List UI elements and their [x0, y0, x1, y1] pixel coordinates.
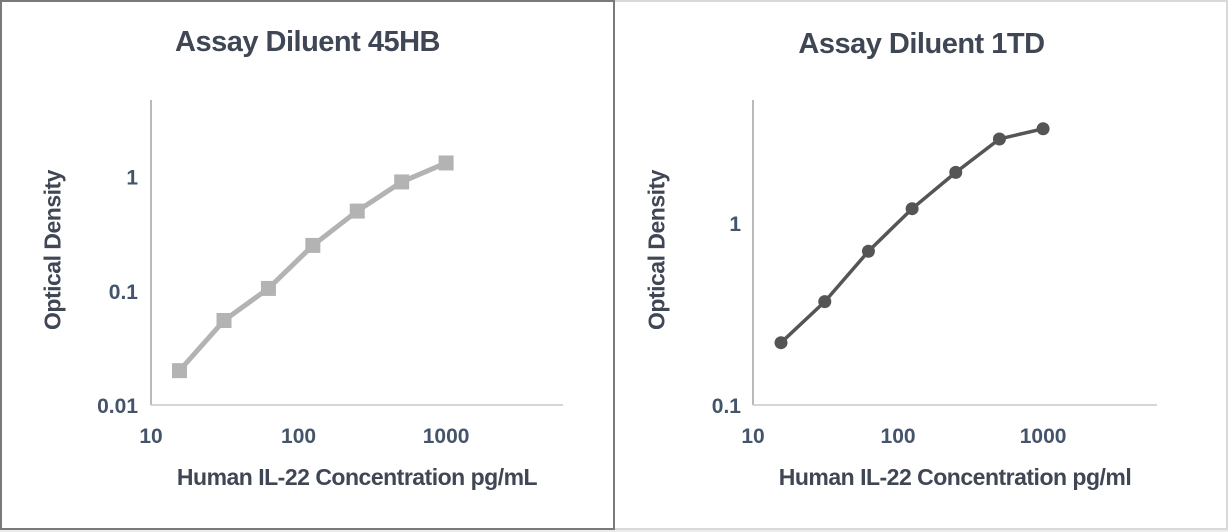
x-axis-title-1td: Human IL-22 Concentration pg/ml: [778, 464, 1132, 490]
chart-panel-1td: [615, 0, 1228, 530]
y-axis-title-1td: Optical Density: [643, 170, 670, 330]
y-axis-title-45hb: Optical Density: [39, 170, 66, 330]
chart-title-1td: Assay Diluent 1TD: [798, 28, 1045, 60]
chart-title-45hb: Assay Diluent 45HB: [175, 26, 441, 58]
x-axis-title-45hb: Human IL-22 Concentration pg/mL: [176, 464, 538, 490]
chart-panel-45hb: [0, 0, 615, 530]
